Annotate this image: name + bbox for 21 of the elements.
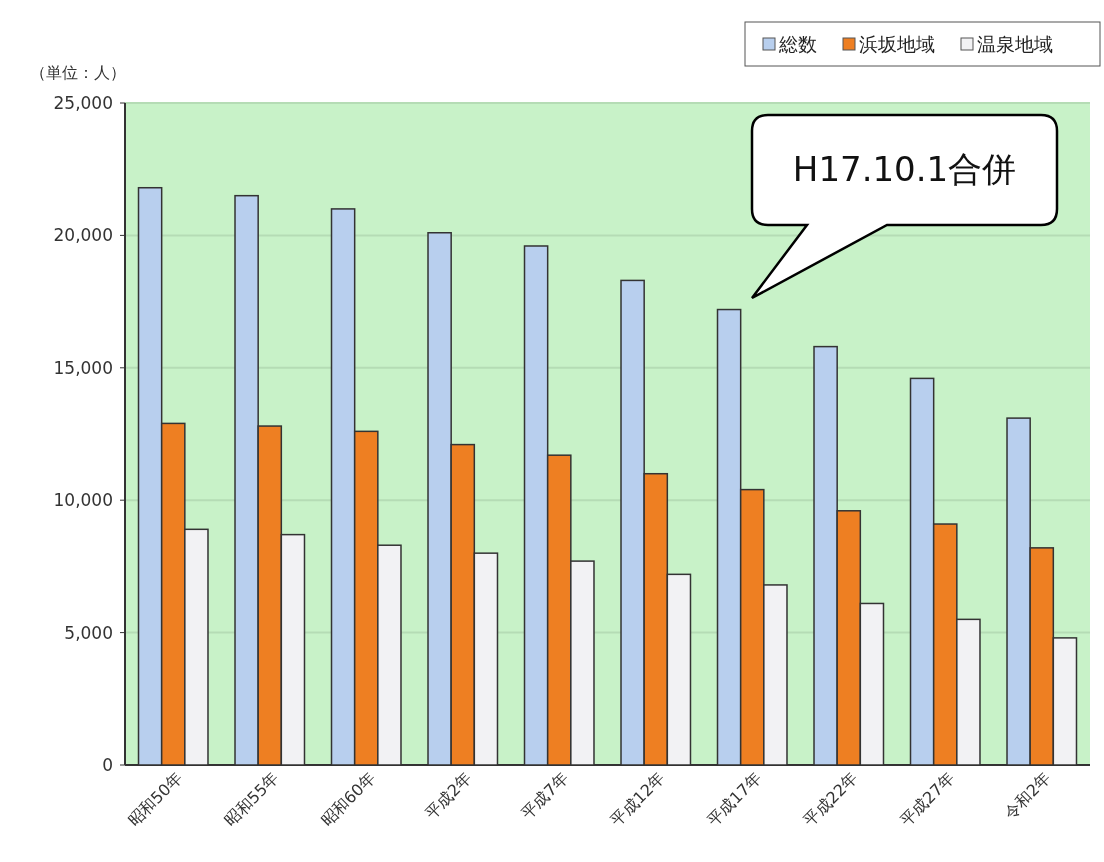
x-tick-label: 平成17年 [703,768,766,831]
x-tick-label: 平成12年 [606,768,669,831]
x-tick-label: 平成27年 [896,768,959,831]
x-tick-label: 昭和50年 [124,768,187,831]
y-axis-title: （単位：人） [30,63,126,82]
legend-label: 浜坂地域 [859,33,935,55]
y-tick-label: 5,000 [64,622,113,643]
legend-label: 総数 [778,33,817,55]
x-tick-label: 平成22年 [799,768,862,831]
y-tick-label: 15,000 [53,357,113,378]
x-tick-label: 平成2年 [421,768,476,823]
x-tick-label: 平成7年 [517,768,573,823]
x-tick-label: 令和2年 [1000,768,1055,823]
y-tick-label: 25,000 [53,93,113,113]
y-tick-label: 10,000 [53,490,113,511]
annotation: H17.10.1合併 [792,149,1017,189]
y-tick-label: 20,000 [53,225,113,246]
x-tick-label: 昭和55年 [220,768,283,831]
x-tick-label: 昭和60年 [317,768,380,831]
legend-label: 温泉地域 [977,33,1053,55]
y-tick-label: 0 [102,755,113,775]
